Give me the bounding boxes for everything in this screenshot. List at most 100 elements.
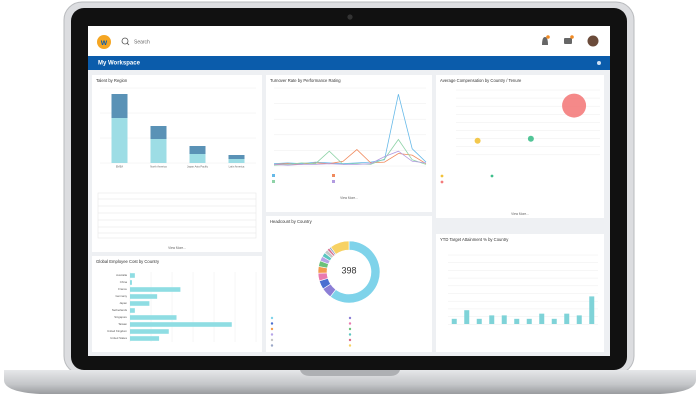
panel-cost (92, 256, 262, 352)
y-tick-label: France (118, 287, 127, 291)
x-tick-label: EMEA (116, 165, 124, 169)
legend-swatch (348, 322, 352, 325)
camera (347, 14, 353, 20)
workspace-banner (88, 56, 610, 70)
legend-swatch (270, 322, 274, 325)
notifications-icon[interactable] (542, 37, 548, 45)
bar-segment (111, 94, 128, 118)
search-icon-handle (126, 42, 130, 46)
bar-segment (150, 139, 167, 163)
legend-swatch (440, 180, 444, 184)
logo[interactable] (97, 35, 111, 49)
y-tick-label: China (120, 280, 128, 284)
bar (130, 287, 181, 292)
talent-table (97, 192, 257, 239)
avatar[interactable] (587, 35, 599, 47)
panel-headcount (266, 216, 432, 352)
legend-swatch (348, 327, 352, 331)
bar (130, 336, 160, 341)
widget-title: Global Employee Cost by Country (96, 259, 160, 264)
bar (130, 308, 135, 313)
legend-swatch (348, 333, 352, 336)
inbox-badge (570, 35, 574, 39)
panel-target (436, 234, 604, 352)
bubble (527, 135, 534, 142)
bubble (474, 137, 481, 144)
widget-title: Talent by Region (96, 78, 128, 83)
widget-title: Average Compensation by Country / Tenure (440, 78, 522, 83)
search-input[interactable]: Search (134, 39, 150, 45)
bar (130, 329, 169, 334)
legend-swatch (440, 174, 444, 178)
widget-title: Headcount by Country (270, 219, 313, 224)
view-more-link[interactable]: View More... (168, 246, 186, 250)
bar (564, 313, 570, 324)
line-series (273, 94, 427, 165)
view-more-link[interactable]: View More... (340, 196, 358, 200)
bar-segment (150, 126, 167, 139)
notification-badge (546, 35, 550, 39)
bar-segment (228, 155, 245, 159)
bar (130, 322, 232, 327)
legend-swatch (270, 333, 274, 336)
bar (130, 273, 135, 278)
legend-swatch (348, 338, 352, 342)
y-tick-label: Japan (119, 301, 127, 305)
search-icon[interactable] (121, 37, 129, 45)
legend-swatch (270, 327, 274, 331)
bar (539, 313, 545, 324)
widget-title: Turnover Rate by Performance Rating (270, 78, 341, 83)
y-tick-label: United States (110, 336, 127, 340)
top-bar (88, 26, 610, 56)
legend-swatch (332, 180, 335, 183)
legend-swatch (348, 344, 352, 347)
y-tick-label: Netherlands (112, 308, 128, 312)
laptop-base (4, 370, 696, 394)
bar-segment (189, 146, 206, 154)
bar-segment (228, 159, 245, 163)
bar (501, 315, 507, 324)
bar-segment (189, 154, 206, 163)
bar (576, 315, 582, 324)
legend-swatch (270, 344, 274, 347)
legend-swatch (272, 174, 275, 177)
banner-settings[interactable] (597, 61, 601, 65)
x-tick-label: North America (150, 165, 167, 169)
bubble (562, 93, 587, 118)
bar (130, 280, 132, 285)
bar (476, 318, 482, 324)
donut-slice (330, 240, 350, 255)
bar (514, 318, 520, 324)
bar (589, 296, 595, 324)
legend-swatch (272, 180, 275, 183)
line-series (273, 150, 427, 166)
bar (130, 294, 158, 299)
logo-mark: w (100, 38, 108, 47)
x-tick-label: Latin America (229, 165, 245, 169)
legend-swatch (332, 174, 335, 177)
bar (526, 318, 532, 324)
y-tick-label: Germany (115, 294, 127, 298)
legend-swatch (270, 316, 274, 320)
x-tick-label: Japan Asia Pacific (187, 165, 209, 169)
bar (464, 310, 470, 324)
bar (130, 301, 150, 306)
widgets-layer: EMEA North America Japan Asia Pacific Latin… (100, 87, 600, 347)
panel-turnover (266, 75, 432, 212)
workspace-title: My Workspace (98, 61, 141, 67)
widget-title: YTD Target Attainment % by Country (440, 237, 509, 242)
legend-swatch (348, 316, 352, 320)
view-more-link[interactable]: View More... (511, 212, 529, 216)
headcount-total: 398 (341, 265, 356, 275)
y-tick-label: United Kingdom (107, 329, 128, 333)
y-tick-label: Taiwan (118, 322, 127, 326)
bar-segment (111, 118, 128, 163)
legend-swatch (270, 338, 274, 342)
y-tick-label: Singapore (114, 315, 127, 319)
bar (130, 315, 177, 320)
base-notch (300, 370, 400, 376)
inbox-icon[interactable] (564, 38, 572, 44)
bar (489, 315, 495, 324)
